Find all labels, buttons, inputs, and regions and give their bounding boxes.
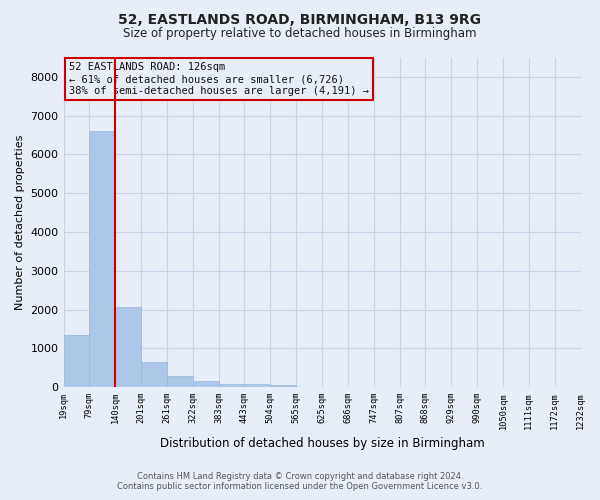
Text: Size of property relative to detached houses in Birmingham: Size of property relative to detached ho… [123, 28, 477, 40]
Bar [271, 384, 296, 387]
Bar [193, 381, 218, 387]
Bar [64, 336, 89, 387]
Bar [167, 376, 193, 387]
Y-axis label: Number of detached properties: Number of detached properties [15, 134, 25, 310]
Text: 52 EASTLANDS ROAD: 126sqm
← 61% of detached houses are smaller (6,726)
38% of se: 52 EASTLANDS ROAD: 126sqm ← 61% of detac… [69, 62, 369, 96]
Text: 52, EASTLANDS ROAD, BIRMINGHAM, B13 9RG: 52, EASTLANDS ROAD, BIRMINGHAM, B13 9RG [119, 12, 482, 26]
Text: Contains HM Land Registry data © Crown copyright and database right 2024.
Contai: Contains HM Land Registry data © Crown c… [118, 472, 482, 491]
Bar [89, 131, 115, 387]
Bar [244, 384, 271, 387]
X-axis label: Distribution of detached houses by size in Birmingham: Distribution of detached houses by size … [160, 437, 484, 450]
Bar [218, 384, 244, 387]
Bar [141, 362, 167, 387]
Bar [115, 307, 141, 387]
